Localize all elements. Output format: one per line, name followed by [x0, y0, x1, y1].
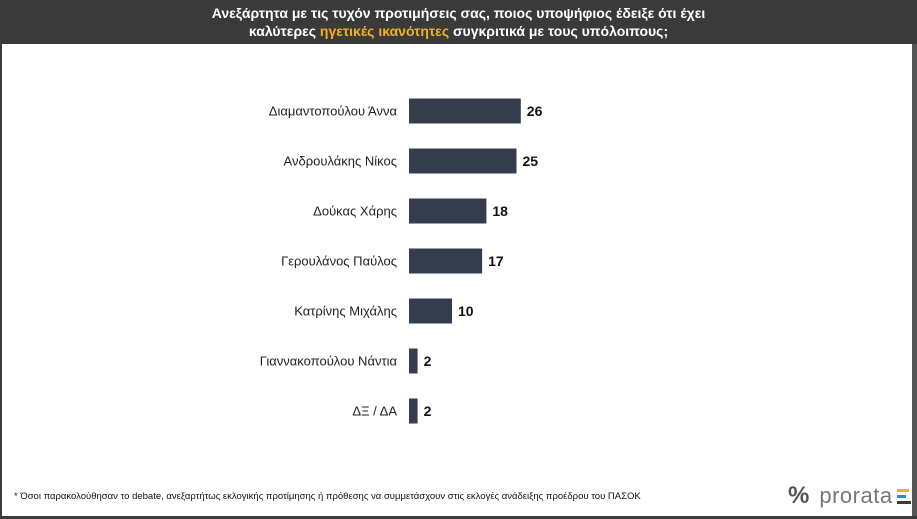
category-label: Διαμαντοπούλου Άννα [269, 104, 398, 119]
category-label: Κατρίνης Μιχάλης [294, 304, 397, 319]
chart-panel: Διαμαντοπούλου Άννα 26 Ανδρουλάκης Νίκος 25… [2, 44, 912, 516]
title-line-2: καλύτερες ηγετικές ικανότητες συγκριτικά… [0, 22, 917, 40]
prorata-logo: % prorata [788, 481, 911, 511]
value-label: 2 [424, 353, 432, 369]
bar [409, 198, 487, 224]
value-label: 10 [458, 303, 474, 319]
value-label: 17 [488, 253, 504, 269]
category-label: Ανδρουλάκης Νίκος [284, 154, 397, 169]
title-line-2-start: καλύτερες [248, 23, 320, 39]
title-highlight: ηγετικές ικανότητες [319, 23, 450, 39]
logo-bar-2 [896, 494, 906, 498]
bar [409, 398, 418, 424]
category-label: ΔΞ / ΔΑ [352, 404, 397, 419]
bar-chart: Διαμαντοπούλου Άννα 26 Ανδρουλάκης Νίκος 25… [260, 98, 543, 424]
bar [409, 98, 521, 124]
right-edge [912, 44, 917, 519]
chart-title: Ανεξάρτητα με τις τυχόν προτιμήσεις σας,… [0, 0, 917, 44]
footnote: * Όσοι παρακολούθησαν το debate, ανεξαρτ… [14, 491, 641, 502]
category-label: Γερουλάνος Παύλος [281, 254, 397, 269]
logo-bars-icon [896, 485, 911, 507]
value-label: 26 [527, 103, 543, 119]
value-label: 25 [523, 153, 539, 169]
logo-bar-1 [896, 488, 909, 492]
bar [409, 248, 483, 274]
logo-wordmark: prorata [819, 483, 893, 508]
value-label: 18 [492, 203, 508, 219]
category-label: Δούκας Χάρης [313, 204, 397, 219]
bar [409, 348, 418, 374]
bar [409, 298, 452, 324]
logo-bar-3 [896, 500, 911, 504]
title-line-1: Ανεξάρτητα με τις τυχόν προτιμήσεις σας,… [211, 5, 706, 21]
percent-logo-icon: % [788, 482, 810, 509]
bar [409, 148, 517, 174]
value-label: 2 [424, 403, 432, 419]
title-line-2-end: συγκριτικά με τους υπόλοιπους; [449, 23, 669, 39]
bottom-edge [0, 516, 917, 519]
category-label: Γιαννακοπούλου Νάντια [260, 354, 398, 369]
